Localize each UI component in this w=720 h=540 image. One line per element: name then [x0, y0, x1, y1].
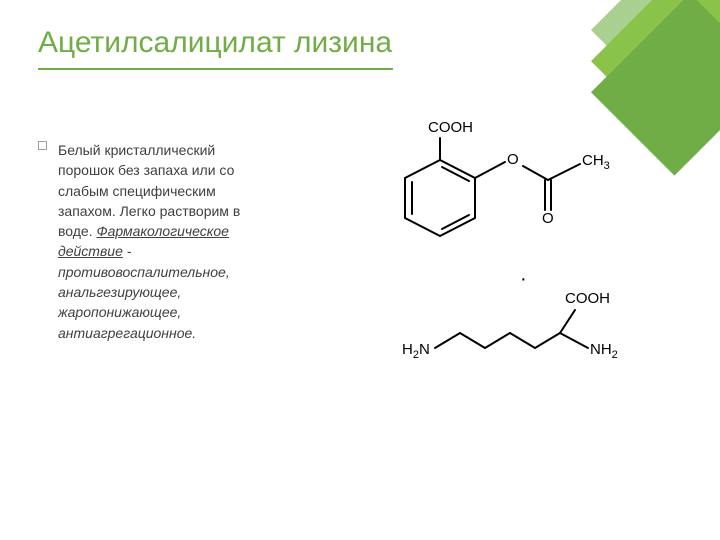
body-paragraph: Белый кристаллический порошок без запаха… [58, 140, 273, 343]
label-cooh-top: COOH [428, 119, 473, 136]
label-h2n: H2N [402, 341, 430, 361]
page-title: Ацетилсалицилат лизина [38, 26, 392, 60]
label-nh2: NH2 [590, 341, 618, 361]
label-dbl-o: O [542, 210, 554, 227]
title-underline [38, 68, 393, 70]
corner-accent [591, 0, 720, 129]
chemical-structure: COOH O CH3 O · COOH H2N NH2 [350, 118, 680, 418]
bullet-marker [38, 141, 47, 150]
salt-dot: · [520, 268, 527, 291]
label-ch3: CH3 [582, 152, 610, 172]
label-cooh2: COOH [565, 290, 610, 307]
label-o-link: O [507, 151, 519, 168]
